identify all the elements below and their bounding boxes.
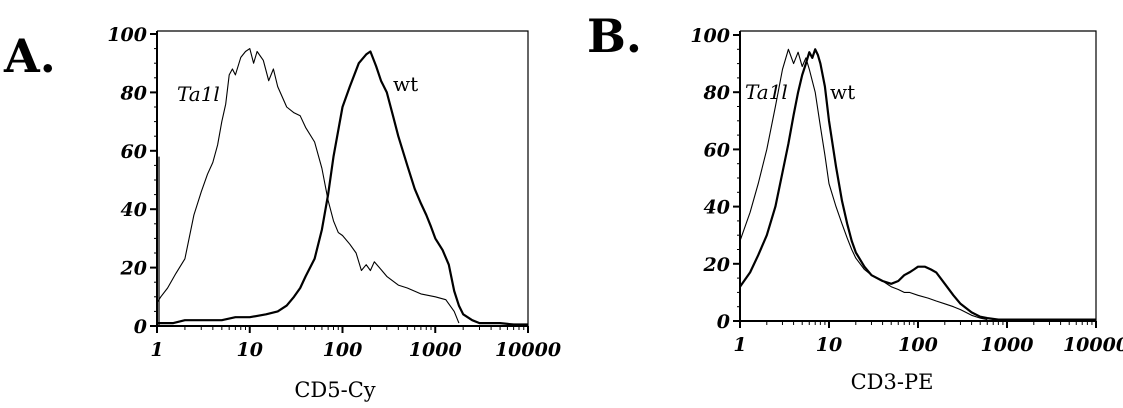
x-tick-label: 1 xyxy=(150,339,163,361)
x-tick-label: 1000 xyxy=(409,339,462,361)
y-tick-label: 20 xyxy=(703,254,730,276)
x-tick-label: 100 xyxy=(898,334,938,356)
x-tick-label: 1 xyxy=(733,334,746,356)
series-layer-a xyxy=(156,48,528,326)
x-axis-b: 1 10 100 1000 10000 xyxy=(733,320,1123,356)
series-line-ta1l xyxy=(156,48,460,324)
x-tick-label: 10000 xyxy=(495,339,561,361)
y-axis-b: 0 20 40 60 80 100 xyxy=(690,25,741,333)
series-line-wt xyxy=(157,50,528,326)
y-tick-label: 40 xyxy=(704,197,730,219)
x-tick-label: 10000 xyxy=(1063,334,1123,356)
x-axis-title-a: CD5-Cy xyxy=(294,378,375,402)
panel-letter-a: A. xyxy=(3,29,56,83)
series-label-wt-b: wt xyxy=(830,80,855,104)
y-tick-label: 80 xyxy=(120,82,147,104)
y-tick-label: 60 xyxy=(704,139,730,161)
y-axis-a: 0 20 40 60 80 100 xyxy=(107,24,158,338)
plot-frame-a xyxy=(157,30,529,326)
y-tick-label: 0 xyxy=(134,316,147,338)
plot-frame-b xyxy=(740,30,1097,321)
x-axis-title-b: CD3-PE xyxy=(851,370,934,394)
series-label-ta1l-b: Ta1l xyxy=(745,80,788,104)
series-label-wt-a: wt xyxy=(393,72,418,96)
x-tick-label: 1000 xyxy=(981,334,1034,356)
y-tick-label: 100 xyxy=(107,24,147,46)
y-tick-label: 0 xyxy=(717,311,730,333)
x-tick-label: 10 xyxy=(237,339,263,361)
series-layer-b xyxy=(739,48,1096,321)
x-tick-label: 10 xyxy=(816,334,842,356)
x-tick-label: 100 xyxy=(323,339,363,361)
y-tick-label: 80 xyxy=(703,82,730,104)
series-line-ta1l xyxy=(739,48,988,321)
y-tick-label: 60 xyxy=(121,141,147,163)
x-axis-a: 1 10 100 1000 10000 xyxy=(150,325,561,361)
plot-border xyxy=(740,30,1097,321)
y-tick-label: 100 xyxy=(690,25,730,47)
plot-border xyxy=(157,30,529,326)
y-tick-label: 20 xyxy=(120,258,147,280)
y-tick-label: 40 xyxy=(121,199,147,221)
series-line-wt xyxy=(739,48,1096,321)
series-label-ta1l-a: Ta1l xyxy=(177,82,220,106)
panel-letter-b: B. xyxy=(587,9,642,63)
